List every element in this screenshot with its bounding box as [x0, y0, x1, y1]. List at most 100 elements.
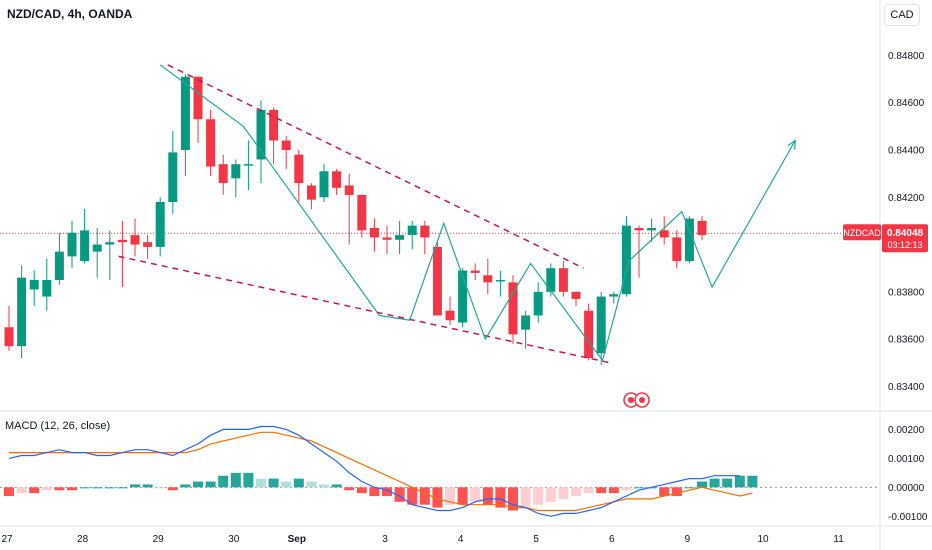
macd-tick-label: 0.00200 [888, 425, 925, 436]
macd-histogram-bar [79, 487, 90, 489]
price-tick-label: 0.83400 [888, 382, 925, 393]
macd-histogram-bar [482, 487, 493, 505]
macd-histogram-bar [722, 478, 733, 488]
macd-tick-label: 0.00100 [888, 454, 925, 465]
candle [609, 294, 619, 297]
macd-histogram-bar [155, 487, 166, 489]
macd-signal-line [9, 431, 753, 512]
candle [42, 280, 52, 297]
candle [533, 291, 543, 316]
candle [470, 270, 480, 273]
macd-histogram-bar [734, 475, 745, 488]
candle [4, 327, 14, 347]
time-tick-label: 6 [609, 534, 615, 545]
badge-countdown: 03:12:13 [887, 240, 922, 250]
macd-histogram-bar [495, 487, 506, 508]
macd-histogram-bar [92, 487, 103, 489]
candle [269, 109, 279, 141]
macd-histogram-bar [659, 487, 670, 497]
macd-histogram-bar [268, 478, 279, 488]
time-tick-label: 4 [458, 534, 464, 545]
currency-button[interactable]: CAD [884, 4, 920, 26]
macd-histogram-bar [747, 475, 758, 488]
macd-histogram-bar [394, 487, 405, 502]
candle [521, 315, 531, 330]
candle [332, 171, 342, 188]
candle [319, 171, 329, 198]
macd-histogram-bar [306, 481, 317, 488]
wedge-lower-trendline [118, 255, 611, 364]
candle [558, 268, 568, 292]
candle [243, 164, 253, 166]
macd-histogram-bar [356, 487, 367, 494]
candle [80, 230, 90, 262]
candle [54, 251, 64, 280]
macd-histogram-bar [16, 487, 27, 494]
macd-histogram-bar [621, 487, 632, 491]
macd-histogram-bar [331, 484, 342, 488]
candle [621, 225, 631, 295]
macd-histogram-bar [29, 487, 40, 494]
macd-legend-label: MACD (12, 26, close) [5, 420, 111, 432]
candle [382, 237, 392, 240]
macd-histogram-bar [583, 487, 594, 494]
candle [294, 154, 304, 184]
chart-title: NZD/CAD, 4h, OANDA [7, 7, 133, 21]
badge-price: 0.84048 [887, 228, 924, 239]
macd-histogram-bar [4, 487, 14, 497]
macd-histogram-bar [470, 487, 481, 502]
candle [458, 270, 468, 323]
price-tick-label: 0.84600 [888, 98, 925, 109]
macd-histogram-bar [104, 487, 115, 489]
macd-histogram-bar [432, 487, 443, 508]
badge-symbol: NZDCAD [843, 228, 881, 238]
candle [483, 275, 493, 283]
macd-histogram-bar [41, 487, 52, 491]
macd-histogram-bar [205, 481, 216, 488]
price-tick-label: 0.83800 [888, 287, 925, 298]
candle [155, 202, 165, 247]
macd-histogram-bar [407, 487, 418, 505]
candle [180, 76, 190, 150]
candle [130, 235, 140, 245]
macd-histogram-bar [281, 481, 292, 488]
macd-histogram-bar [608, 487, 619, 494]
macd-histogram-bar [520, 487, 531, 508]
candle [684, 218, 694, 262]
time-tick-label: 3 [382, 534, 388, 545]
macd-histogram-bar [117, 487, 128, 489]
macd-histogram-bar [671, 487, 682, 497]
time-tick-label: 10 [757, 534, 769, 545]
macd-histogram-bar [571, 487, 581, 497]
macd-histogram-bar [419, 487, 430, 505]
macd-histogram-bar [180, 484, 191, 488]
macd-tick-label: 0.00000 [888, 483, 925, 494]
macd-histogram-bar [243, 472, 254, 488]
candle [92, 244, 102, 252]
candle [395, 235, 405, 240]
macd-histogram-bar [67, 487, 77, 491]
macd-histogram-bar [54, 487, 65, 491]
macd-histogram-bar [457, 487, 468, 505]
macd-histogram-bar [697, 481, 707, 488]
price-tick-label: 0.84400 [888, 146, 925, 157]
macd-line [8, 425, 740, 517]
candle [206, 119, 216, 167]
candle [571, 291, 581, 299]
candle [420, 225, 430, 238]
macd-histogram-bar [293, 478, 304, 488]
candle [546, 268, 556, 292]
macd-histogram-bar [634, 487, 644, 489]
candle [647, 228, 657, 231]
wedge-upper-trendline [167, 64, 584, 269]
macd-histogram-bar [256, 478, 266, 488]
zigzag-pattern-line [159, 64, 796, 362]
candle [306, 185, 316, 200]
candle [67, 232, 77, 257]
candle [357, 194, 367, 231]
macd-histogram-bar [445, 487, 455, 505]
candle [369, 228, 379, 238]
macd-histogram-bar [382, 487, 392, 497]
candle [659, 230, 669, 238]
